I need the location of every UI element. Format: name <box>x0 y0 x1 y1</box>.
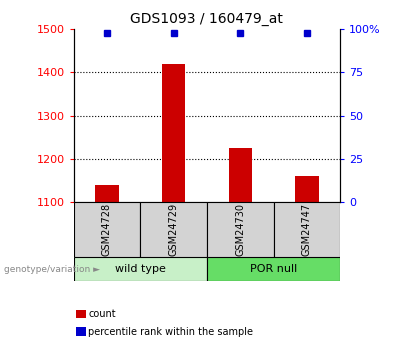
Bar <box>162 64 185 202</box>
Bar <box>74 202 140 257</box>
Bar <box>140 202 207 257</box>
Text: GSM24747: GSM24747 <box>302 203 312 256</box>
Bar <box>95 185 118 202</box>
Bar <box>228 148 252 202</box>
Text: POR null: POR null <box>250 264 297 274</box>
Bar <box>295 176 318 202</box>
Text: genotype/variation ►: genotype/variation ► <box>4 265 100 274</box>
Text: GSM24730: GSM24730 <box>235 203 245 256</box>
Text: count: count <box>88 309 116 319</box>
Bar <box>74 257 207 281</box>
Bar <box>207 257 340 281</box>
Text: GSM24729: GSM24729 <box>168 203 178 256</box>
Bar <box>207 202 273 257</box>
Text: percentile rank within the sample: percentile rank within the sample <box>88 327 253 336</box>
Text: GSM24728: GSM24728 <box>102 203 112 256</box>
Text: wild type: wild type <box>115 264 165 274</box>
Bar <box>273 202 340 257</box>
Title: GDS1093 / 160479_at: GDS1093 / 160479_at <box>131 11 283 26</box>
